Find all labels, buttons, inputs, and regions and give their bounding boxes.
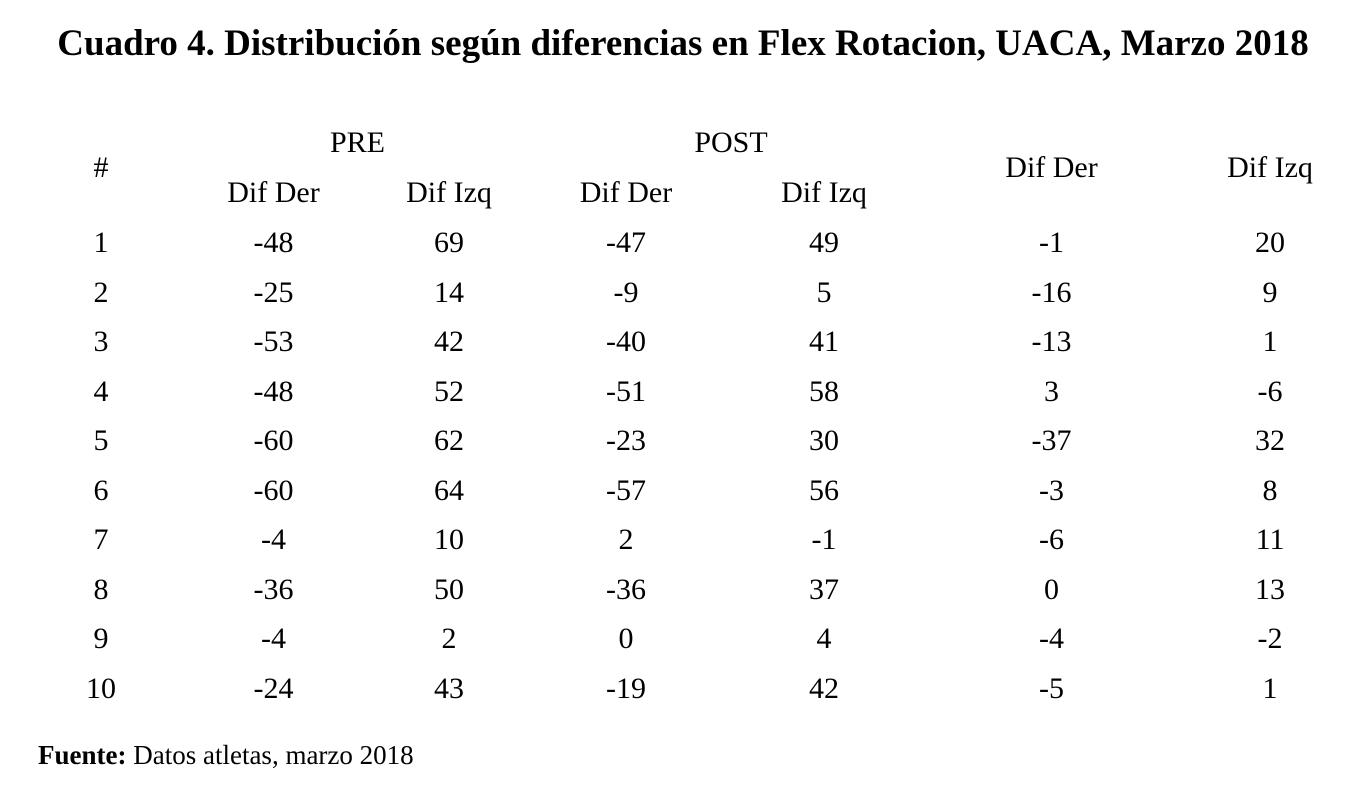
table-cell: -47 (606, 226, 646, 259)
table-row: 8 -36 50 -36 37 0 13 (20, 565, 1366, 615)
row-number-cell: 10 (86, 671, 116, 705)
table-cell: -4 (1039, 622, 1065, 655)
table-cell: 42 (434, 325, 464, 358)
table-cell: 10 (434, 523, 464, 556)
table-cell: 37 (809, 572, 839, 606)
table-cell: 2 (618, 523, 634, 556)
table-cell: 49 (809, 226, 839, 259)
table-cell: 42 (809, 671, 839, 705)
column-header-dif-izq: Dif Izq (1227, 151, 1313, 184)
table-cell: 0 (1044, 572, 1060, 606)
table-cell: 52 (434, 374, 464, 408)
table-cell: -1 (1039, 226, 1065, 259)
table-cell: -36 (253, 572, 294, 606)
subheader-post-dif-der: Dif Der (579, 176, 673, 209)
table-cell: -37 (1031, 424, 1072, 457)
table-cell: 20 (1255, 226, 1286, 259)
table-cell: -57 (606, 473, 646, 507)
table-cell: -60 (253, 473, 294, 507)
row-number-cell: 7 (93, 523, 109, 556)
table-cell: 43 (434, 671, 464, 705)
row-number-cell: 8 (93, 572, 109, 606)
row-number-cell: 5 (93, 424, 109, 457)
table-cell: 13 (1255, 572, 1286, 606)
source-label: Fuente: (38, 740, 127, 770)
table-cell: 0 (618, 622, 634, 655)
table-cell: -19 (606, 671, 646, 705)
table-row: 9 -4 2 0 4 -4 -2 (20, 614, 1366, 664)
table-cell: -3 (1039, 473, 1065, 507)
table-cell: -16 (1031, 275, 1072, 309)
table-title: Cuadro 4. Distribución según diferencias… (57, 23, 1309, 64)
table-cell: -2 (1257, 622, 1283, 655)
row-number-cell: 3 (93, 325, 109, 358)
table-cell: -51 (606, 374, 646, 408)
data-table: # PRE POST Dif Der Dif Izq Dif Der Dif I… (20, 118, 1366, 713)
header-row-groups: # PRE POST Dif Der Dif Izq (20, 118, 1366, 184)
table-cell: -1 (811, 523, 837, 556)
source-note: Fuente: Datos atletas, marzo 2018 (38, 740, 1366, 770)
table-cell: 9 (1262, 275, 1278, 309)
table-cell: -4 (261, 622, 286, 655)
table-cell: -60 (253, 424, 294, 457)
subheader-pre-dif-izq: Dif Izq (406, 176, 492, 209)
table-cell: 3 (1044, 374, 1060, 408)
header-row-subcolumns: Dif Der Dif Izq Dif Der Dif Izq (20, 168, 1366, 218)
table-cell: 64 (434, 473, 464, 507)
table-row: 3 -53 42 -40 41 -13 1 (20, 317, 1366, 367)
table-row: 6 -60 64 -57 56 -3 8 (20, 466, 1366, 516)
table-row: 2 -25 14 -9 5 -16 9 (20, 268, 1366, 318)
table-cell: 30 (809, 424, 839, 457)
table-cell: 14 (434, 275, 464, 309)
table-cell: 58 (809, 374, 839, 408)
table-cell: -9 (613, 275, 639, 309)
row-number-cell: 2 (93, 275, 109, 309)
row-number-cell: 9 (93, 622, 109, 655)
table-cell: -48 (253, 374, 294, 408)
table-cell: -25 (253, 275, 294, 309)
table-cell: 62 (434, 424, 464, 457)
table-row: 5 -60 62 -23 30 -37 32 (20, 416, 1366, 466)
table-row: 1 -48 69 -47 49 -1 20 (20, 218, 1366, 268)
table-cell: -24 (253, 671, 294, 705)
table-cell: -4 (261, 523, 286, 556)
table-cell: 32 (1255, 424, 1286, 457)
table-body: 1 -48 69 -47 49 -1 20 2 -25 14 -9 5 -16 … (20, 218, 1366, 713)
subheader-pre-dif-der: Dif Der (227, 176, 320, 209)
table-cell: 1 (1262, 671, 1278, 705)
table-cell: 5 (816, 275, 832, 309)
column-header-dif-der: Dif Der (1005, 151, 1098, 184)
table-cell: 1 (1262, 325, 1278, 358)
table-cell: 11 (1255, 523, 1285, 556)
table-cell: -6 (1257, 374, 1283, 408)
table-row: 10 -24 43 -19 42 -5 1 (20, 664, 1366, 714)
group-header-pre: PRE (329, 126, 386, 159)
table-cell: 4 (816, 622, 832, 655)
table-header: # PRE POST Dif Der Dif Izq Dif Der Dif I… (20, 118, 1366, 218)
table-cell: -48 (253, 226, 294, 259)
row-number-cell: 4 (93, 374, 109, 408)
table-cell: 41 (809, 325, 839, 358)
group-header-post: POST (694, 126, 768, 159)
table-cell: 50 (434, 572, 464, 606)
table-cell: 8 (1262, 473, 1278, 507)
table-row: 4 -48 52 -51 58 3 -6 (20, 367, 1366, 417)
table-cell: -40 (606, 325, 646, 358)
source-text: Datos atletas, marzo 2018 (133, 740, 414, 770)
row-number-cell: 1 (93, 226, 109, 259)
subheader-post-dif-izq: Dif Izq (781, 176, 867, 209)
table-cell: -53 (253, 325, 294, 358)
row-number-cell: 6 (93, 473, 109, 507)
table-cell: -6 (1039, 523, 1065, 556)
table-cell: 2 (441, 622, 457, 655)
table-cell: -23 (606, 424, 646, 457)
table-cell: 56 (809, 473, 839, 507)
table-cell: -13 (1031, 325, 1072, 358)
table-cell: -36 (606, 572, 646, 606)
table-cell: -5 (1039, 671, 1065, 705)
table-row: 7 -4 10 2 -1 -6 11 (20, 515, 1366, 565)
table-cell: 69 (434, 226, 464, 259)
corner-header-number: # (93, 151, 109, 184)
